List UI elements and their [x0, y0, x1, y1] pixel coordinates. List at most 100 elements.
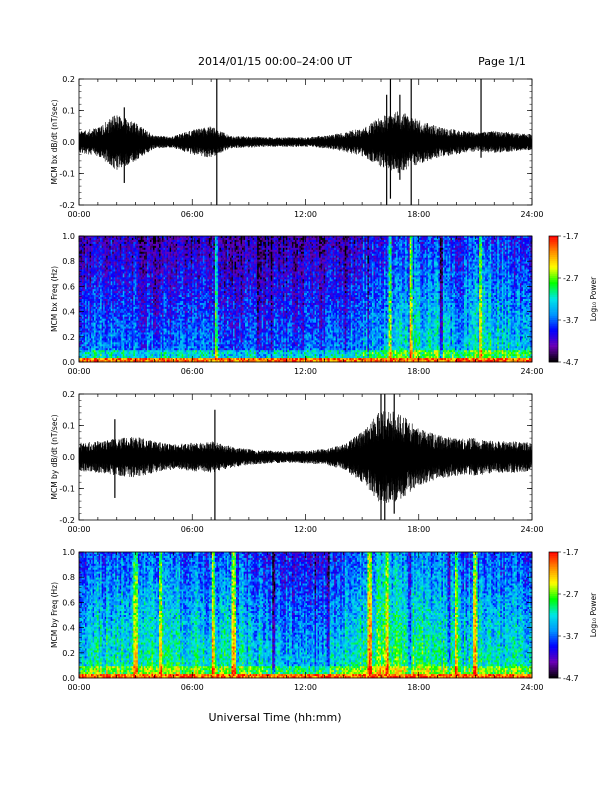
- heatmap-cell: [119, 247, 122, 251]
- heatmap-cell: [86, 249, 89, 253]
- heatmap-cell: [121, 304, 124, 308]
- heatmap-cell: [88, 245, 90, 249]
- heatmap-cell: [95, 236, 98, 239]
- heatmap-cell: [113, 275, 116, 278]
- heatmap-cell: [80, 241, 83, 245]
- heatmap-cell: [131, 338, 134, 341]
- heatmap-cell: [128, 257, 131, 260]
- heatmap-cell: [109, 287, 112, 290]
- heatmap-cell: [113, 358, 116, 361]
- heatmap-cell: [130, 281, 133, 284]
- heatmap-cell: [118, 318, 121, 321]
- heatmap-cell: [130, 350, 133, 353]
- heatmap-cell: [85, 330, 87, 333]
- heatmap-cell: [86, 253, 89, 256]
- heatmap-cell: [127, 299, 130, 302]
- heatmap-cell: [103, 261, 105, 264]
- heatmap-cell: [91, 236, 93, 239]
- heatmap-cell: [98, 237, 101, 241]
- heatmap-cell: [83, 306, 86, 310]
- heatmap-cell: [130, 263, 133, 266]
- heatmap-cell: [112, 269, 115, 272]
- heatmap-cell: [113, 342, 116, 345]
- heatmap-cell: [118, 358, 121, 361]
- heatmap-cell: [112, 314, 115, 318]
- heatmap-cell: [83, 293, 86, 296]
- heatmap-cell: [119, 263, 122, 266]
- heatmap-cell: [122, 302, 125, 306]
- heatmap-cell: [127, 344, 130, 347]
- heatmap-cell: [100, 265, 102, 268]
- heatmap-cell: [82, 265, 84, 268]
- heatmap-cell: [122, 320, 125, 323]
- heatmap-cell: [91, 277, 93, 280]
- heatmap-cell: [104, 283, 107, 286]
- heatmap-cell: [91, 243, 93, 247]
- heatmap-cell: [95, 285, 98, 288]
- heatmap-cell: [119, 312, 122, 316]
- heatmap-cell: [91, 261, 93, 264]
- heatmap-cell: [79, 300, 81, 304]
- heatmap-cell: [115, 328, 118, 331]
- heatmap-cell: [128, 340, 131, 343]
- heatmap-cell: [97, 297, 99, 300]
- heatmap-cell: [110, 352, 113, 355]
- heatmap-cell: [115, 344, 118, 347]
- heatmap-cell: [101, 340, 104, 343]
- heatmap-cell: [104, 344, 107, 347]
- heatmap-cell: [124, 283, 127, 286]
- heatmap-cell: [101, 285, 104, 288]
- heatmap-cell: [80, 338, 83, 341]
- heatmap-cell: [86, 299, 89, 302]
- heatmap-cell: [121, 275, 124, 278]
- heatmap-cell: [109, 275, 112, 278]
- heatmap-cell: [100, 302, 102, 306]
- heatmap-cell: [91, 265, 93, 268]
- heatmap-cell: [115, 302, 118, 306]
- heatmap-cell: [128, 255, 131, 258]
- heatmap-cell: [115, 251, 118, 255]
- heatmap-cell: [128, 322, 131, 325]
- heatmap-cell: [95, 265, 98, 268]
- heatmap-cell: [82, 243, 84, 247]
- heatmap-cell: [92, 316, 95, 319]
- heatmap-cell: [127, 245, 130, 249]
- heatmap-cell: [94, 344, 96, 347]
- heatmap-cell: [88, 304, 90, 308]
- heatmap-cell: [125, 316, 128, 319]
- heatmap-cell: [112, 312, 115, 316]
- heatmap-cell: [94, 237, 96, 241]
- heatmap-cell: [125, 277, 128, 280]
- heatmap-cell: [113, 322, 116, 325]
- heatmap-cell: [122, 249, 125, 253]
- heatmap-cell: [101, 293, 104, 296]
- heatmap-cell: [86, 328, 89, 331]
- heatmap-cell: [112, 285, 115, 288]
- heatmap-cell: [122, 324, 125, 327]
- heatmap-cell: [95, 267, 98, 270]
- heatmap-cell: [121, 279, 124, 282]
- heatmap-cell: [127, 308, 130, 312]
- heatmap-cell: [95, 247, 98, 251]
- heatmap-cell: [88, 322, 90, 325]
- heatmap-cell: [103, 253, 105, 256]
- heatmap-cell: [85, 344, 87, 347]
- heatmap-cell: [86, 259, 89, 262]
- heatmap-cell: [119, 318, 122, 321]
- heatmap-cell: [103, 299, 105, 302]
- heatmap-cell: [92, 289, 95, 292]
- heatmap-cell: [89, 324, 92, 327]
- heatmap-cell: [86, 346, 89, 349]
- heatmap-cell: [92, 346, 95, 349]
- heatmap-cell: [83, 340, 86, 343]
- heatmap-cell: [131, 237, 134, 241]
- heatmap-cell: [122, 356, 125, 359]
- heatmap-cell: [106, 241, 108, 245]
- heatmap-cell: [94, 354, 96, 357]
- heatmap-cell: [116, 279, 119, 282]
- heatmap-cell: [85, 265, 87, 268]
- heatmap-cell: [124, 241, 127, 245]
- heatmap-cell: [88, 237, 90, 241]
- heatmap-cell: [100, 279, 102, 282]
- heatmap-cell: [106, 356, 108, 359]
